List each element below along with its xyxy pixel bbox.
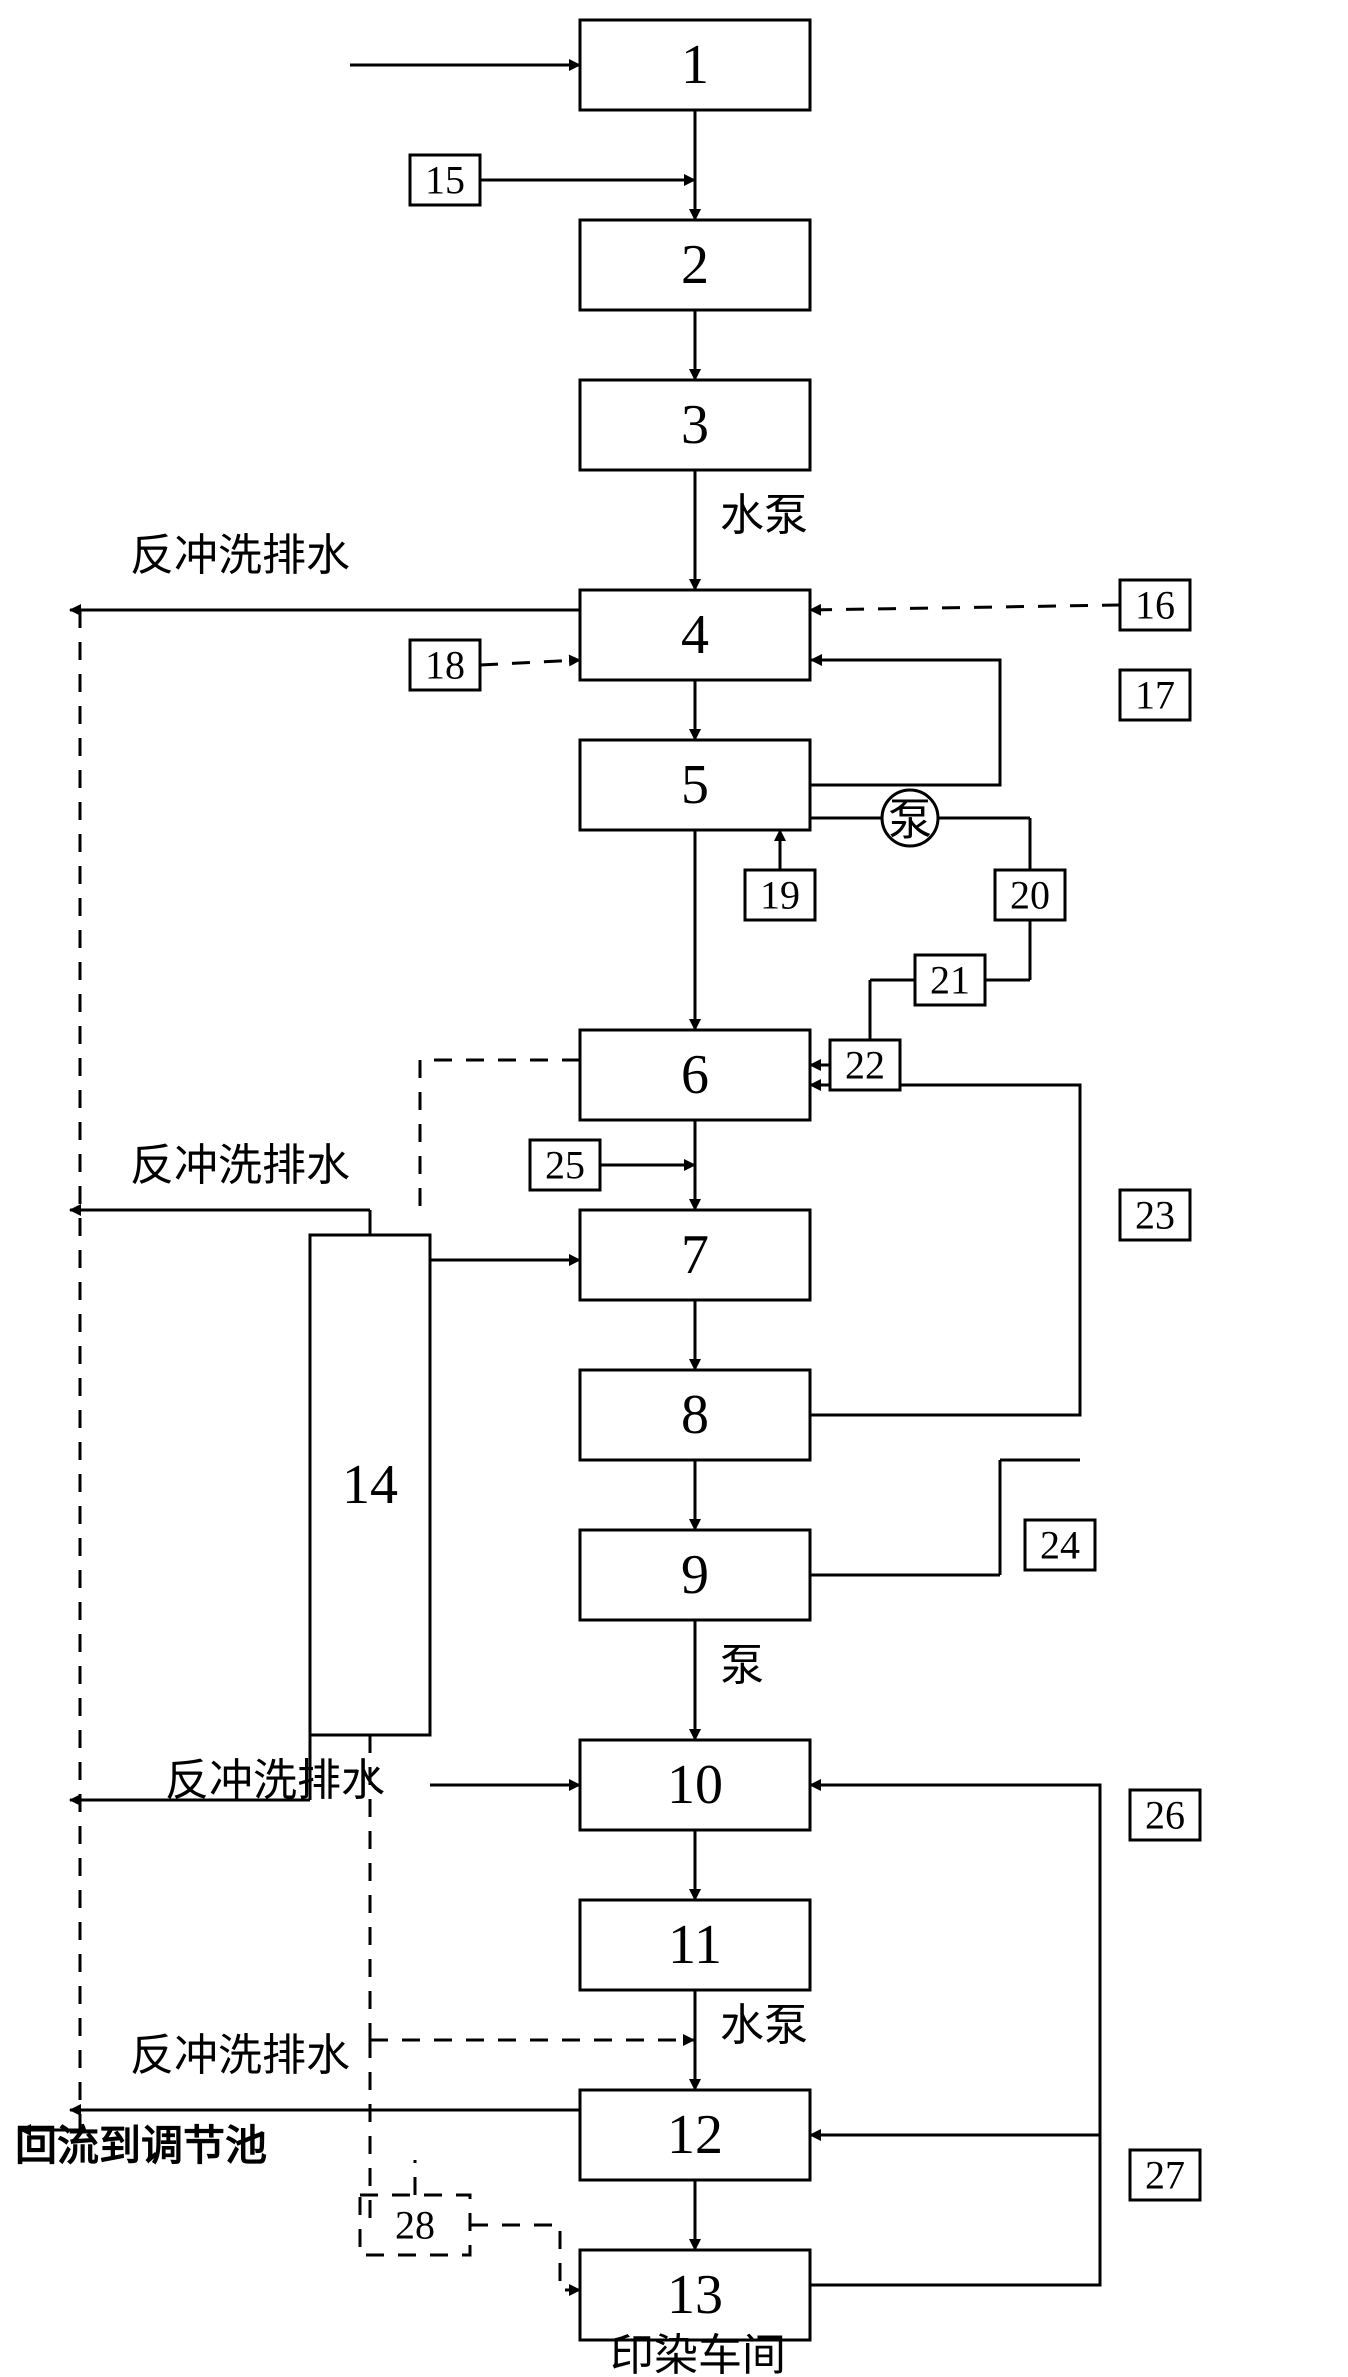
process-box-label: 8 [681,1384,709,1446]
process-box-label: 10 [667,1754,723,1816]
process-box-label: 7 [681,1224,709,1286]
ref-box-label: 17 [1135,673,1175,718]
label-backwash: 反冲洗排水 [165,1756,385,1805]
ref-box-label: 16 [1135,583,1175,628]
label-pump: 水泵 [720,2001,808,2050]
process-box-label: 9 [681,1544,709,1606]
process-box-label: 13 [667,2264,723,2326]
label-pump: 水泵 [720,491,808,540]
ref-box-label: 24 [1040,1523,1080,1568]
ref-box-label: 26 [1145,1793,1185,1838]
ref-box-label: 15 [425,158,465,203]
svg-text:泵: 泵 [888,796,932,845]
process-box-label: 1 [681,34,709,96]
ref-box-label: 27 [1145,2153,1185,2198]
label-pump: 泵 [720,1641,764,1690]
ref-box-label: 21 [930,958,970,1003]
process-box-label: 12 [667,2104,723,2166]
process-box-label: 3 [681,394,709,456]
process-box-label: 4 [681,604,709,666]
ref-box-label: 25 [545,1143,585,1188]
ref-box-label: 20 [1010,873,1050,918]
label-backwash: 反冲洗排水 [130,531,350,580]
process-box-label: 14 [342,1454,398,1516]
ref-box-label: 23 [1135,1193,1175,1238]
label-backwash: 反冲洗排水 [130,1141,350,1190]
label-return-tank: 回流到调节池 [15,2122,267,2169]
ref-box-label: 22 [845,1043,885,1088]
ref-box-label: 19 [760,873,800,918]
flowchart-diagram: 泵123456789101112131415161718192021222324… [0,0,1348,2377]
process-box-label: 2 [681,234,709,296]
label-backwash: 反冲洗排水 [130,2031,350,2080]
process-box-label: 6 [681,1044,709,1106]
ref-box-label: 28 [395,2203,435,2248]
label-output: 印染车间 [610,2331,786,2377]
process-box-label: 11 [668,1914,722,1976]
process-box-label: 5 [681,754,709,816]
ref-box-label: 18 [425,643,465,688]
